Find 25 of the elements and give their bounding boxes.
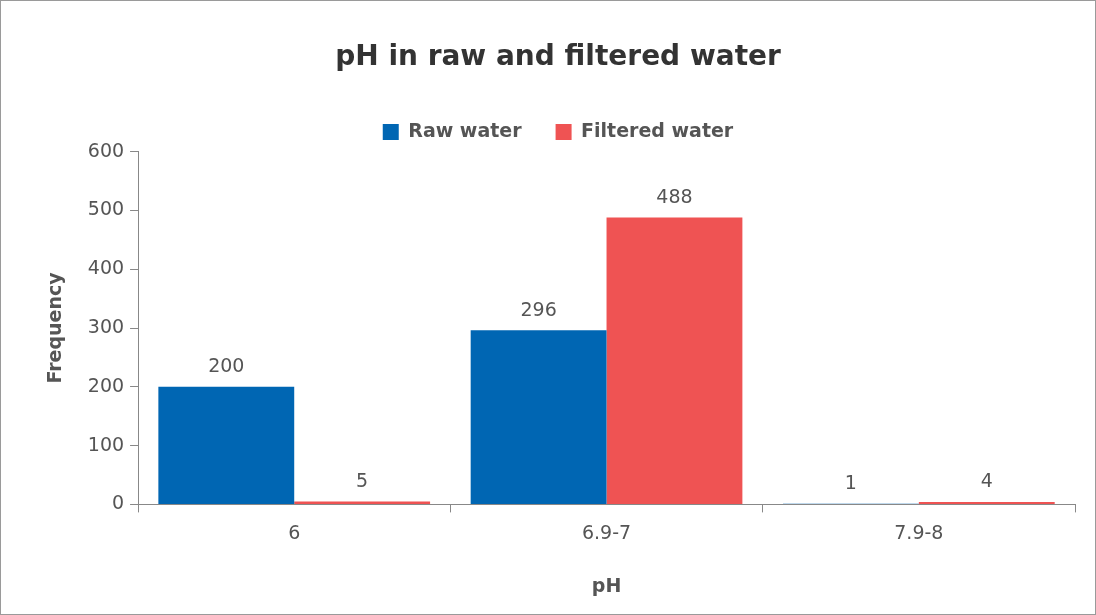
x-tick-label: 6 [288, 520, 301, 543]
chart-title: pH in raw and filtered water [335, 39, 782, 73]
y-tick-label: 300 [87, 314, 125, 337]
data-label: 4 [980, 469, 993, 492]
data-label: 5 [356, 468, 369, 491]
y-axis-title: Frequency [43, 271, 66, 384]
data-label: 296 [520, 297, 557, 320]
legend-label: Filtered water [581, 119, 734, 142]
bar [470, 330, 607, 504]
bar [606, 217, 743, 504]
y-tick-label: 200 [87, 373, 125, 396]
bar [158, 386, 295, 504]
y-tick-label: 400 [87, 256, 125, 279]
x-tick-label: 6.9-7 [581, 520, 632, 543]
data-label: 488 [656, 184, 693, 207]
y-tick-label: 500 [87, 197, 125, 220]
x-axis-title: pH [591, 573, 622, 596]
data-label: 1 [844, 471, 857, 494]
bar [294, 501, 431, 504]
y-tick-label: 100 [87, 432, 125, 455]
legend-label: Raw water [408, 119, 523, 142]
y-tick-label: 600 [87, 138, 125, 161]
x-tick-label: 7.9-8 [894, 520, 944, 543]
data-label: 200 [208, 354, 245, 377]
y-tick-label: 0 [111, 491, 125, 514]
